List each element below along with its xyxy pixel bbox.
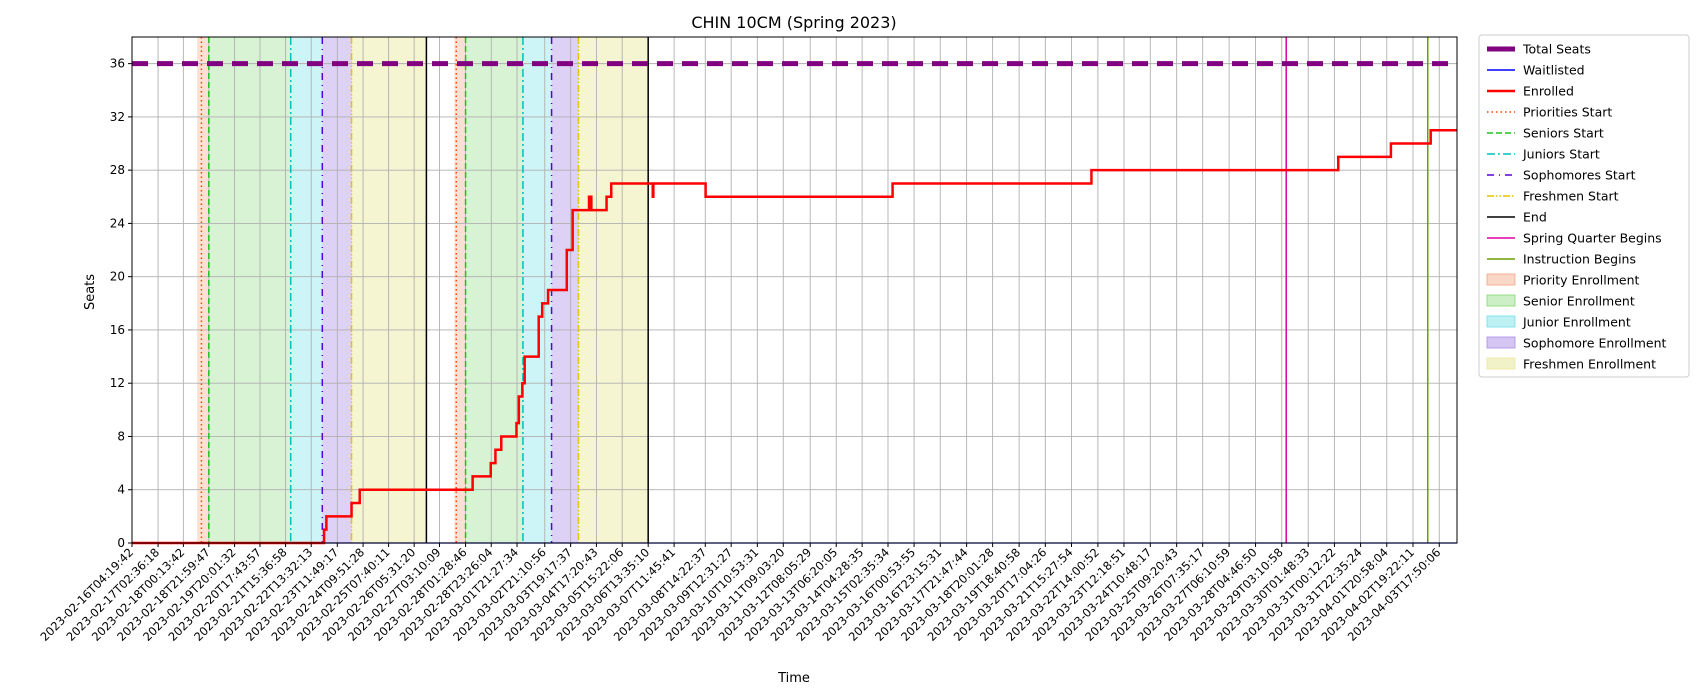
y-tick-label: 16	[110, 323, 125, 337]
legend-box	[1478, 34, 1690, 378]
chart-title: CHIN 10CM (Spring 2023)	[691, 13, 896, 32]
span-priority-enrollment	[197, 37, 209, 543]
legend-swatch-sophomore-enrollment	[1486, 336, 1516, 349]
legend-label-priority-enrollment: Priority Enrollment	[1523, 273, 1640, 288]
enrollment-spans	[197, 37, 649, 543]
y-tick-label: 20	[110, 270, 125, 284]
y-tick-label: 4	[117, 483, 125, 497]
legend-label-sophomore-enrollment: Sophomore Enrollment	[1523, 336, 1667, 351]
legend-label-total-seats: Total Seats	[1522, 42, 1591, 57]
legend-label-seniors-start: Seniors Start	[1523, 126, 1604, 141]
span-junior-enrollment	[290, 37, 323, 543]
legend-swatch-priority-enrollment	[1486, 273, 1516, 286]
legend-label-instruction-begins: Instruction Begins	[1523, 252, 1636, 267]
y-tick-label: 0	[117, 536, 125, 550]
legend-label-freshmen-enrollment: Freshmen Enrollment	[1523, 357, 1656, 372]
y-tick-label: 28	[110, 163, 125, 177]
legend-swatch-junior-enrollment	[1486, 315, 1516, 328]
span-priority-enrollment	[454, 37, 466, 543]
legend-label-sophomores-start: Sophomores Start	[1523, 168, 1636, 183]
y-tick-label: 8	[117, 429, 125, 443]
y-tick-label: 24	[110, 216, 125, 230]
legend-label-end: End	[1523, 210, 1547, 225]
y-axis-label: Seats	[83, 274, 98, 310]
span-freshmen-enrollment	[578, 37, 649, 543]
legend-label-freshmen-start: Freshmen Start	[1523, 189, 1619, 204]
marker-lines	[200, 37, 1429, 543]
span-junior-enrollment	[522, 37, 552, 543]
y-tick-label: 12	[110, 376, 125, 390]
legend-label-juniors-start: Juniors Start	[1522, 147, 1600, 162]
legend-label-enrolled: Enrolled	[1523, 84, 1574, 99]
legend-label-waitlisted: Waitlisted	[1523, 63, 1585, 78]
y-tick-label: 36	[110, 57, 125, 71]
legend-label-senior-enrollment: Senior Enrollment	[1523, 294, 1635, 309]
span-senior-enrollment	[465, 37, 523, 543]
plot-frame	[131, 36, 1458, 544]
span-senior-enrollment	[208, 37, 291, 543]
legend-swatch-freshmen-enrollment	[1486, 357, 1516, 370]
legend: Total Seats Waitlisted Enrolled Priorities …	[1478, 34, 1690, 378]
legend-label-junior-enrollment: Junior Enrollment	[1522, 315, 1631, 330]
series-enrolled	[132, 128, 1457, 545]
legend-swatch-senior-enrollment	[1486, 294, 1516, 307]
x-axis-label: Time	[777, 671, 810, 686]
legend-label-spring-quarter-begins: Spring Quarter Begins	[1523, 231, 1662, 246]
y-tick-label: 32	[110, 110, 125, 124]
legend-label-priorities-start: Priorities Start	[1523, 105, 1612, 120]
